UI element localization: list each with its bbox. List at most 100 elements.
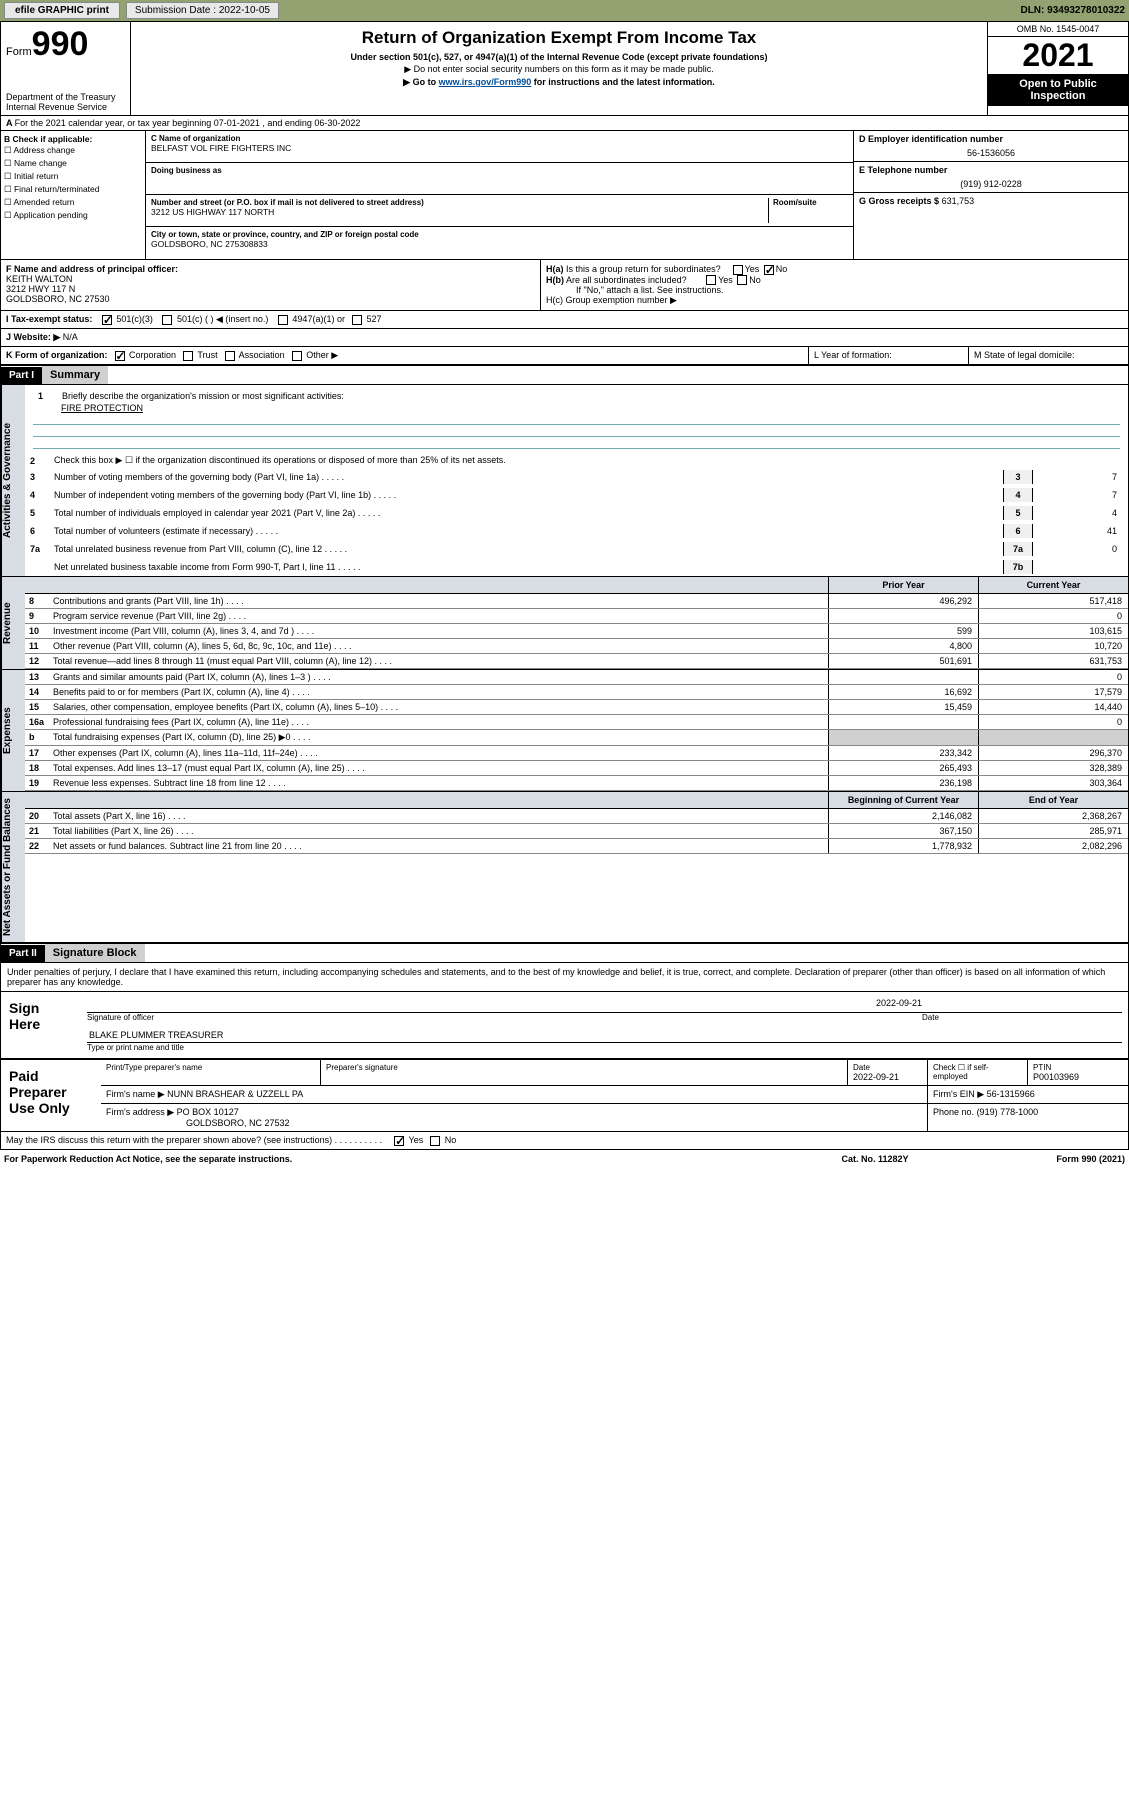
ha-yes[interactable] [733,265,743,275]
hb-yes[interactable] [706,275,716,285]
tax-year: 2021 [988,37,1128,74]
hc-question: H(c) Group exemption number ▶ [546,295,1123,306]
data-row: 22 Net assets or fund balances. Subtract… [25,839,1128,854]
vtab-exp: Expenses [1,670,25,791]
right-info-col: D Employer identification number 56-1536… [853,131,1128,259]
ag-row: 3 Number of voting members of the govern… [25,468,1128,486]
box-klm: K Form of organization: Corporation Trus… [0,347,1129,365]
form-title: Return of Organization Exempt From Incom… [136,25,982,51]
data-row: b Total fundraising expenses (Part IX, c… [25,730,1128,746]
data-row: 17 Other expenses (Part IX, column (A), … [25,746,1128,761]
net-assets-section: Net Assets or Fund Balances Beginning of… [0,792,1129,943]
ag-row: 7a Total unrelated business revenue from… [25,540,1128,558]
submission-date: Submission Date : 2022-10-05 [126,2,279,19]
declaration: Under penalties of perjury, I declare th… [0,963,1129,991]
cb-app-pending[interactable]: ☐ Application pending [4,209,142,222]
sign-here-block: Sign Here 2022-09-21 Signature of office… [0,991,1129,1059]
discuss-yes[interactable] [394,1136,404,1146]
data-row: 18 Total expenses. Add lines 13–17 (must… [25,761,1128,776]
data-row: 21 Total liabilities (Part X, line 26) .… [25,824,1128,839]
ptin: P00103969 [1033,1072,1123,1082]
part2-header: Part IISignature Block [0,943,1129,963]
paid-preparer-block: Paid Preparer Use Only Print/Type prepar… [0,1059,1129,1132]
ag-row: 5 Total number of individuals employed i… [25,504,1128,522]
ag-row: Net unrelated business taxable income fr… [25,558,1128,576]
cb-address-change[interactable]: ☐ Address change [4,144,142,157]
open-public: Open to Public Inspection [988,74,1128,106]
ein: 56-1536056 [859,144,1123,158]
firm-name: NUNN BRASHEAR & UZZELL PA [167,1089,303,1099]
omb-number: OMB No. 1545-0047 [988,22,1128,37]
sig-date-val: 2022-09-21 [67,998,1122,1008]
website: N/A [63,332,78,342]
firm-phone: (919) 778-1000 [977,1107,1039,1117]
cb-assoc[interactable] [225,351,235,361]
note-ssn: ▶ Do not enter social security numbers o… [136,63,982,76]
form-subtitle: Under section 501(c), 527, or 4947(a)(1)… [136,51,982,63]
box-l: L Year of formation: [808,347,968,364]
expenses-section: Expenses 13 Grants and similar amounts p… [0,670,1129,792]
org-info-block: B Check if applicable: ☐ Address change … [0,131,1129,260]
page-footer: For Paperwork Reduction Act Notice, see … [0,1150,1129,1168]
discuss-no[interactable] [430,1136,440,1146]
cb-other[interactable] [292,351,302,361]
data-row: 12 Total revenue—add lines 8 through 11 … [25,654,1128,669]
cb-trust[interactable] [183,351,193,361]
form-id: Form 990 (2021) [975,1154,1125,1164]
box-b: B Check if applicable: ☐ Address change … [1,131,146,259]
data-row: 15 Salaries, other compensation, employe… [25,700,1128,715]
revenue-section: Revenue Prior YearCurrent Year 8 Contrib… [0,577,1129,670]
discuss-row: May the IRS discuss this return with the… [0,1132,1129,1150]
ha-no[interactable] [764,265,774,275]
ha-question: H(a) Is this a group return for subordin… [546,264,1123,275]
hb-question: H(b) Are all subordinates included? Yes … [546,275,1123,286]
officer-addr2: GOLDSBORO, NC 27530 [6,294,535,304]
phone: (919) 912-0228 [859,175,1123,189]
section-a-year: A For the 2021 calendar year, or tax yea… [0,116,1129,131]
data-row: 20 Total assets (Part X, line 16) . . . … [25,809,1128,824]
cb-name-change[interactable]: ☐ Name change [4,157,142,170]
cb-initial-return[interactable]: ☐ Initial return [4,170,142,183]
data-row: 13 Grants and similar amounts paid (Part… [25,670,1128,685]
mission-text: FIRE PROTECTION [33,403,1120,413]
irs-link[interactable]: www.irs.gov/Form990 [439,77,532,87]
box-i: I Tax-exempt status: 501(c)(3) 501(c) ( … [0,311,1129,329]
vtab-ag: Activities & Governance [1,385,25,576]
cb-4947[interactable] [278,315,288,325]
data-row: 8 Contributions and grants (Part VIII, l… [25,594,1128,609]
cb-501c3[interactable] [102,315,112,325]
hb-no[interactable] [737,275,747,285]
form-label: Form [6,46,32,58]
cb-527[interactable] [352,315,362,325]
ag-row: 4 Number of independent voting members o… [25,486,1128,504]
org-name: BELFAST VOL FIRE FIGHTERS INC [151,143,848,153]
data-row: 19 Revenue less expenses. Subtract line … [25,776,1128,791]
data-row: 11 Other revenue (Part VIII, column (A),… [25,639,1128,654]
activities-governance: Activities & Governance 1Briefly describ… [0,385,1129,577]
top-bar: efile GRAPHIC print Submission Date : 20… [0,0,1129,21]
gross-receipts: 631,753 [942,196,975,206]
data-row: 9 Program service revenue (Part VIII, li… [25,609,1128,624]
org-address: 3212 US HIGHWAY 117 NORTH [151,207,768,217]
officer-addr1: 3212 HWY 117 N [6,284,535,294]
form-number: 990 [32,25,89,63]
cb-501c[interactable] [162,315,172,325]
data-row: 16a Professional fundraising fees (Part … [25,715,1128,730]
ag-row: 6 Total number of volunteers (estimate i… [25,522,1128,540]
org-city: GOLDSBORO, NC 275308833 [151,239,848,249]
box-j: J Website: ▶ N/A [0,329,1129,347]
vtab-rev: Revenue [1,577,25,669]
cb-corp[interactable] [115,351,125,361]
cb-final-return[interactable]: ☐ Final return/terminated [4,183,142,196]
firm-ein: 56-1315966 [987,1089,1035,1099]
efile-print-button[interactable]: efile GRAPHIC print [4,2,120,19]
box-m: M State of legal domicile: [968,347,1128,364]
form-header: Form990 Department of the TreasuryIntern… [0,21,1129,116]
officer-block: F Name and address of principal officer:… [0,260,1129,311]
part1-header: Part ISummary [0,365,1129,385]
data-row: 10 Investment income (Part VIII, column … [25,624,1128,639]
vtab-net: Net Assets or Fund Balances [1,792,25,942]
cb-amended[interactable]: ☐ Amended return [4,196,142,209]
data-row: 14 Benefits paid to or for members (Part… [25,685,1128,700]
officer-name: KEITH WALTON [6,274,535,284]
